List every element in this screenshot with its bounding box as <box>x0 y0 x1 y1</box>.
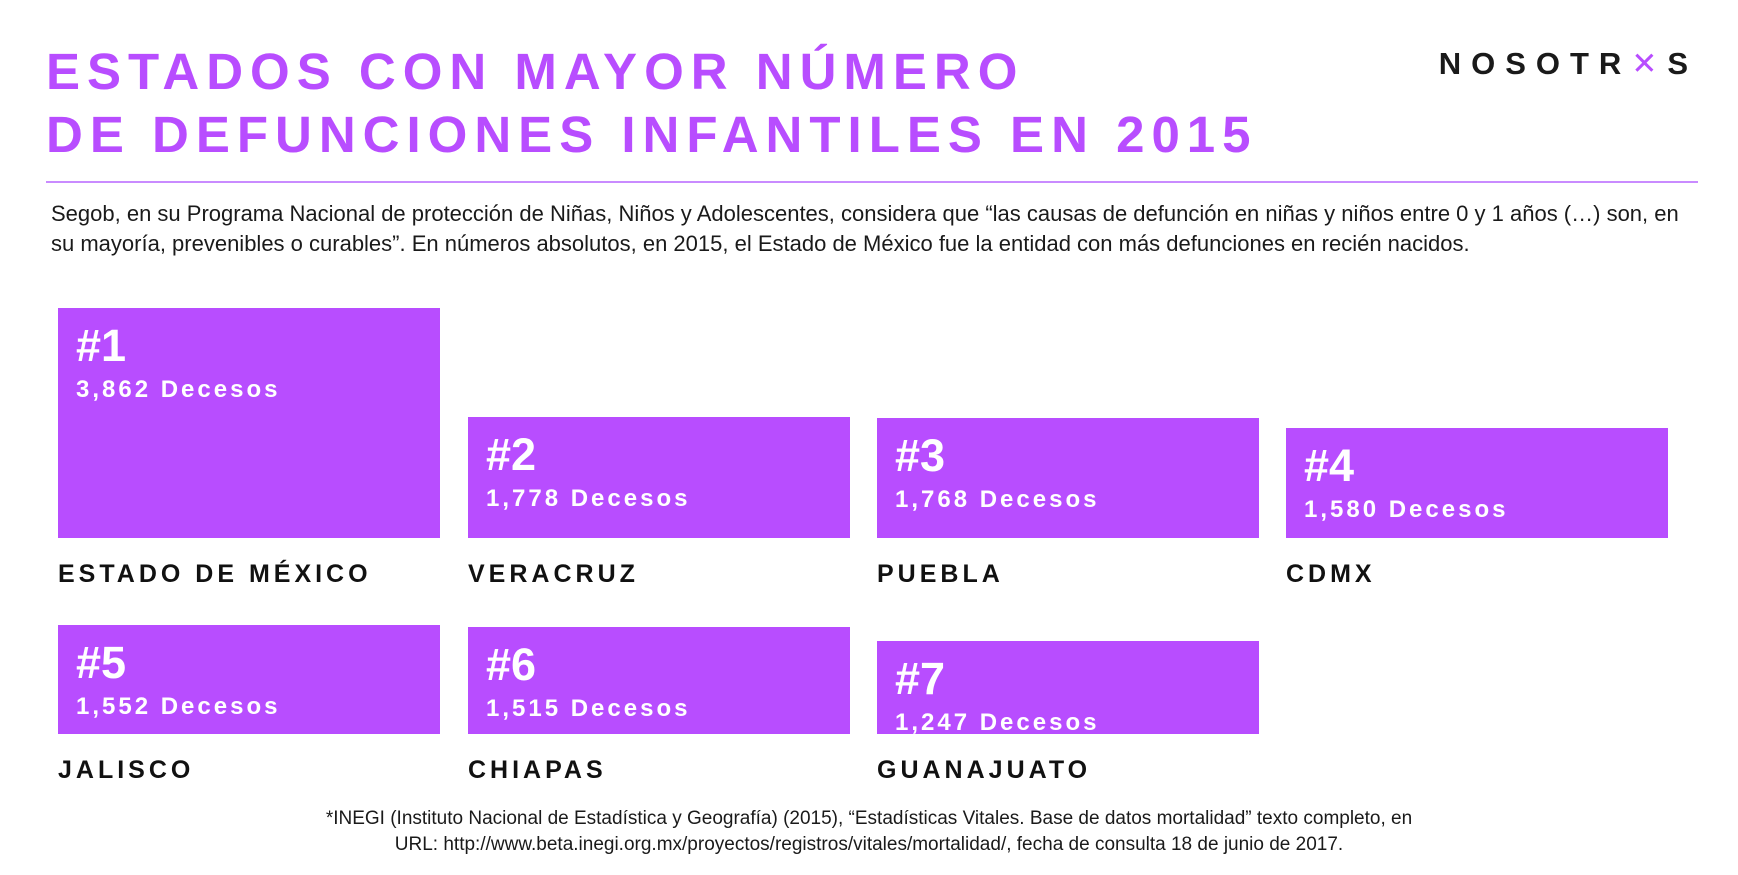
source-line-2: URL: http://www.beta.inegi.org.mx/proyec… <box>394 834 1344 855</box>
title-line-1: ESTADOS CON MAYOR NÚMERO <box>46 43 1025 100</box>
source-citation: *INEGI (Instituto Nacional de Estadístic… <box>0 806 1738 858</box>
intro-paragraph: Segob, en su Programa Nacional de protec… <box>51 201 1679 256</box>
state-label: ESTADO DE MÉXICO <box>58 560 372 588</box>
page-title: ESTADOS CON MAYOR NÚMERO DE DEFUNCIONES … <box>46 40 1258 166</box>
death-count-label: 1,515 Decesos <box>486 694 691 722</box>
rank-box: #5 1,552 Decesos <box>58 625 440 734</box>
nosotrxs-logo: NOSOTR✕S <box>1439 46 1698 82</box>
state-label: JALISCO <box>58 756 195 784</box>
rank-number: #3 <box>895 429 946 481</box>
rank-box: #1 3,862 Decesos <box>58 308 440 538</box>
rank-number: #1 <box>76 320 127 371</box>
logo-text-pre: NOSOTR <box>1438 46 1632 81</box>
rank-number: #6 <box>486 638 537 690</box>
state-label: CHIAPAS <box>468 756 607 784</box>
rank-box: #4 1,580 Decesos <box>1286 427 1668 538</box>
state-label: VERACRUZ <box>468 560 639 588</box>
rank-box: #7 1,247 Decesos <box>877 641 1259 736</box>
death-count-label: 1,778 Decesos <box>486 485 691 513</box>
death-count-label: 1,768 Decesos <box>895 485 1100 513</box>
state-label: PUEBLA <box>877 560 1004 588</box>
death-count-label: 3,862 Decesos <box>76 376 281 403</box>
state-label: CDMX <box>1286 560 1376 588</box>
rank-box: #6 1,515 Decesos <box>468 626 850 734</box>
rank-number: #7 <box>895 653 946 704</box>
logo-text-post: S <box>1667 46 1698 81</box>
death-count-label: 1,552 Decesos <box>76 693 281 721</box>
state-label: GUANAJUATO <box>877 756 1092 784</box>
rank-box: #2 1,778 Decesos <box>468 417 850 538</box>
rank-number: #4 <box>1304 439 1355 491</box>
logo-x-icon: ✕ <box>1631 46 1668 81</box>
header-divider <box>46 181 1698 183</box>
title-line-2: DE DEFUNCIONES INFANTILES EN 2015 <box>46 106 1258 163</box>
rank-number: #5 <box>76 637 127 689</box>
death-count-label: 1,580 Decesos <box>1304 495 1509 523</box>
death-count-label: 1,247 Decesos <box>895 709 1100 736</box>
source-line-1: *INEGI (Instituto Nacional de Estadístic… <box>325 808 1413 829</box>
rank-box: #3 1,768 Decesos <box>877 417 1259 538</box>
rank-number: #2 <box>486 429 537 481</box>
